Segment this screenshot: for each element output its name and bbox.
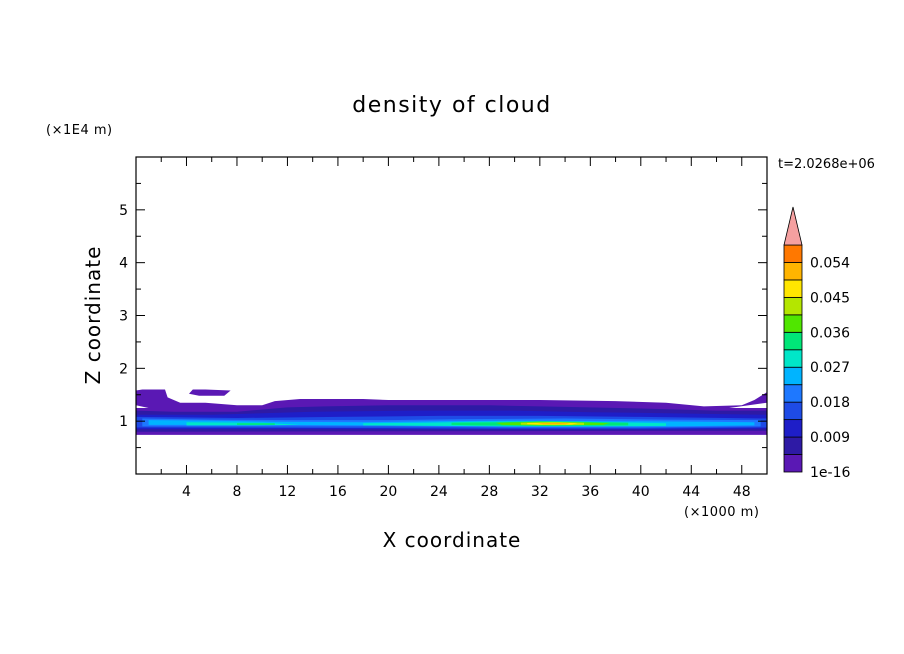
colorbar-box	[783, 314, 803, 333]
x-tick-label: 12	[279, 484, 297, 500]
colorbar-label: 0.054	[810, 255, 850, 271]
x-axis: 4 8 12 16 20 24 28 32 36 40 44 48	[160, 157, 751, 500]
colorbar-box	[783, 384, 803, 403]
colorbar-label: 0.036	[810, 325, 850, 341]
y-tick-label: 3	[119, 309, 128, 325]
colorbar-box	[783, 454, 803, 473]
colorbar-box	[783, 419, 803, 438]
y-unit-label: (×1E4 m)	[46, 123, 113, 138]
plot-area	[136, 389, 767, 435]
colorbar-box	[783, 366, 803, 386]
contour-level-0-region-0	[136, 389, 767, 410]
colorbar-box	[783, 296, 803, 316]
y-tick-label: 4	[119, 256, 128, 272]
x-tick-label: 48	[733, 484, 751, 500]
colorbar-label: 0.009	[810, 430, 850, 446]
x-tick-label: 36	[581, 484, 599, 500]
contour-level-7-region-1	[237, 423, 275, 425]
x-tick-label: 40	[632, 484, 650, 500]
x-axis-label: X coordinate	[383, 528, 522, 552]
x-tick-label: 28	[480, 484, 498, 500]
x-tick-label: 24	[430, 484, 448, 500]
colorbar: 1e-16 0.009 0.018 0.027 0.036 0.045 0.054	[783, 206, 850, 481]
contour-level-11-region-0	[537, 422, 571, 425]
x-tick-label: 20	[379, 484, 397, 500]
y-tick-label: 2	[119, 361, 128, 377]
chart-title: density of cloud	[352, 93, 551, 118]
colorbar-box	[783, 279, 803, 298]
colorbar-box	[783, 262, 803, 281]
x-tick-label: 32	[531, 484, 549, 500]
colorbar-box	[783, 244, 803, 263]
y-axis: 1 2 3 4 5	[119, 182, 767, 449]
colorbar-box	[783, 349, 803, 368]
y-tick-label: 5	[119, 203, 128, 219]
y-tick-label: 1	[119, 414, 128, 430]
colorbar-box	[783, 436, 803, 455]
x-tick-label: 8	[232, 484, 241, 500]
colorbar-box	[783, 331, 803, 351]
x-tick-label: 4	[182, 484, 191, 500]
colorbar-label: 0.045	[810, 290, 850, 306]
contour-level-0-region-1	[189, 389, 231, 396]
y-axis-label: Z coordinate	[81, 246, 105, 385]
colorbar-label: 1e-16	[810, 465, 850, 481]
colorbar-extend-arrow	[783, 206, 803, 246]
colorbar-label: 0.018	[810, 395, 850, 411]
colorbar-label: 0.027	[810, 360, 850, 376]
colorbar-box	[783, 401, 803, 421]
time-label: t=2.0268e+06	[778, 157, 875, 172]
x-tick-label: 44	[682, 484, 700, 500]
x-tick-label: 16	[329, 484, 347, 500]
x-unit-label: (×1000 m)	[684, 505, 759, 520]
